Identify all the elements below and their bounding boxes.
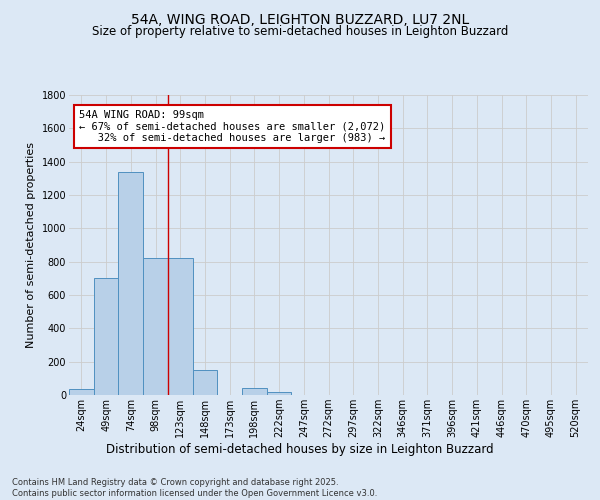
Y-axis label: Number of semi-detached properties: Number of semi-detached properties [26,142,36,348]
Text: 54A, WING ROAD, LEIGHTON BUZZARD, LU7 2NL: 54A, WING ROAD, LEIGHTON BUZZARD, LU7 2N… [131,12,469,26]
Bar [143,258,168,395]
Text: Contains HM Land Registry data © Crown copyright and database right 2025.
Contai: Contains HM Land Registry data © Crown c… [12,478,377,498]
Text: 54A WING ROAD: 99sqm
← 67% of semi-detached houses are smaller (2,072)
   32% of: 54A WING ROAD: 99sqm ← 67% of semi-detac… [79,110,386,143]
Bar [118,172,143,395]
Bar [267,392,292,395]
Bar [94,278,118,395]
Text: Size of property relative to semi-detached houses in Leighton Buzzard: Size of property relative to semi-detach… [92,25,508,38]
Bar [168,258,193,395]
Bar [242,388,267,395]
Bar [193,370,217,395]
Bar [69,388,94,395]
Text: Distribution of semi-detached houses by size in Leighton Buzzard: Distribution of semi-detached houses by … [106,442,494,456]
